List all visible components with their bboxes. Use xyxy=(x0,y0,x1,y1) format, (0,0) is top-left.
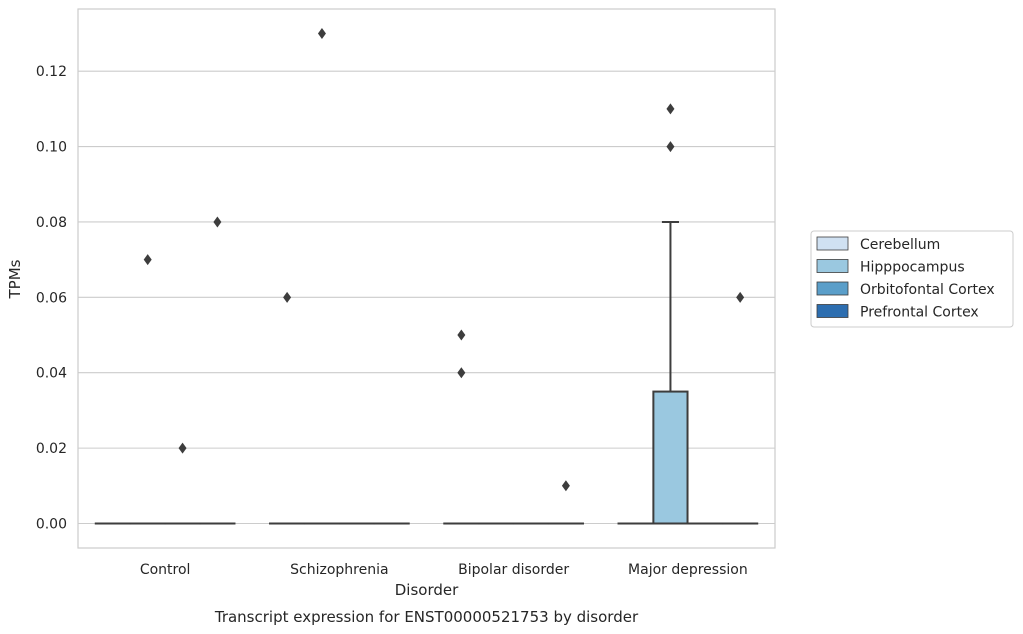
outlier-point xyxy=(178,442,187,454)
y-tick-label: 0.04 xyxy=(36,366,67,382)
outlier-point xyxy=(457,329,466,341)
y-tick-label: 0.06 xyxy=(36,290,67,306)
outlier-point xyxy=(736,291,745,303)
outlier-point xyxy=(283,291,292,303)
plot-frame xyxy=(77,8,776,549)
x-tick-labels: Control Schizophrenia Bipolar disorder Majo… xyxy=(140,562,748,578)
outlier-point xyxy=(457,367,466,379)
y-tick-label: 0.08 xyxy=(36,215,67,231)
outlier-point xyxy=(317,28,326,39)
legend-swatch xyxy=(816,281,849,296)
outlier-point xyxy=(666,103,675,115)
x-tick-label: Schizophrenia xyxy=(290,562,388,578)
legend-frame xyxy=(810,230,1014,328)
legend-label: Hipppocampus xyxy=(860,260,965,276)
outlier-point xyxy=(561,480,570,492)
legend-swatch xyxy=(816,236,849,251)
y-axis-title: TPMs xyxy=(6,259,24,299)
chart-caption: Transcript expression for ENST0000052175… xyxy=(214,608,639,626)
y-tick-label: 0.10 xyxy=(36,140,67,156)
outlier-point xyxy=(213,216,222,228)
x-axis-title: Disorder xyxy=(395,581,459,599)
legend: Cerebellum Hipppocampus Orbitofontal Corte… xyxy=(810,230,1014,328)
outlier-point xyxy=(666,141,675,153)
x-tick-label: Major depression xyxy=(628,562,748,578)
y-tick-labels: 0.00 0.02 0.04 0.06 0.08 0.10 0.12 xyxy=(36,64,67,532)
boxes xyxy=(94,220,759,525)
x-tick-label: Control xyxy=(140,562,191,578)
box xyxy=(652,390,689,525)
legend-swatch xyxy=(816,259,849,273)
legend-label: Prefrontal Cortex xyxy=(860,305,979,321)
outlier-points xyxy=(143,28,745,492)
legend-label: Cerebellum xyxy=(860,237,940,253)
x-tick-label: Bipolar disorder xyxy=(458,562,569,578)
y-tick-label: 0.02 xyxy=(36,441,67,457)
legend-label: Orbitofontal Cortex xyxy=(860,282,995,298)
y-tick-label: 0.12 xyxy=(36,64,67,80)
y-tick-label: 0.00 xyxy=(36,517,67,533)
legend-swatch xyxy=(816,304,849,318)
outlier-point xyxy=(143,254,152,266)
